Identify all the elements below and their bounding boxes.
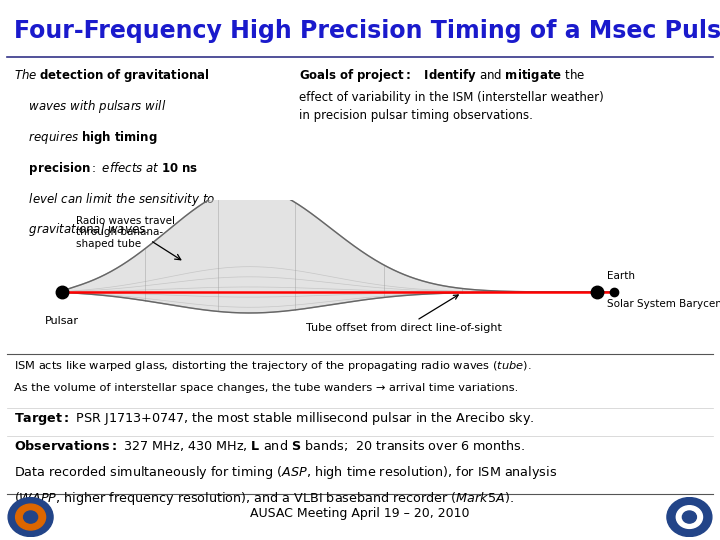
- Text: $\bf{Goals\ of\ project:}$   $\bf{Identify}$ and $\bf{mitigate}$ the
effect of v: $\bf{Goals\ of\ project:}$ $\bf{Identify…: [299, 68, 603, 123]
- Circle shape: [676, 505, 703, 528]
- Text: ($\it{WAPP}$, higher frequency resolution), and a VLBI baseband recorder ($\it{M: ($\it{WAPP}$, higher frequency resolutio…: [14, 490, 514, 507]
- Text: $\bf{precision}$$\it{:\ effects\ at\ }$$\bf{10\ ns}$: $\bf{precision}$$\it{:\ effects\ at\ }$$…: [14, 160, 199, 177]
- Circle shape: [667, 498, 712, 537]
- Text: $\bf{\it{waves\ with\ pulsars\ will}}$: $\bf{\it{waves\ with\ pulsars\ will}}$: [14, 98, 166, 115]
- Text: Earth: Earth: [607, 271, 635, 281]
- Text: $\bf{Observations:}$ 327 MHz, 430 MHz, $\bf{L}$ and $\bf{S}$ bands;  20 transits: $\bf{Observations:}$ 327 MHz, 430 MHz, $…: [14, 438, 526, 454]
- Circle shape: [8, 498, 53, 537]
- Text: $\bf{Target:}$ PSR J1713+0747, the most stable millisecond pulsar in the Arecibo: $\bf{Target:}$ PSR J1713+0747, the most …: [14, 410, 535, 427]
- Text: Radio waves travel
through banana-
shaped tube: Radio waves travel through banana- shape…: [76, 215, 175, 249]
- Text: Tube offset from direct line-of-sight: Tube offset from direct line-of-sight: [306, 295, 502, 333]
- Text: $\it{requires}$ $\bf{high\ timing}$: $\it{requires}$ $\bf{high\ timing}$: [14, 129, 158, 146]
- Text: $\it{level\ can\ limit\ the\ sensitivity\ to}$: $\it{level\ can\ limit\ the\ sensitivity…: [14, 191, 216, 207]
- Text: $\it{gravitational\ waves.}$: $\it{gravitational\ waves.}$: [14, 221, 149, 238]
- Circle shape: [16, 504, 45, 530]
- Text: Four-Frequency High Precision Timing of a Msec Pulsar: Four-Frequency High Precision Timing of …: [14, 19, 720, 43]
- Text: Pulsar: Pulsar: [45, 315, 79, 326]
- Text: AUSAC Meeting April 19 – 20, 2010: AUSAC Meeting April 19 – 20, 2010: [251, 507, 469, 519]
- Text: ISM acts like warped glass, distorting the trajectory of the propagating radio w: ISM acts like warped glass, distorting t…: [14, 359, 532, 373]
- Text: Data recorded simultaneously for timing ($\it{ASP}$, high time resolution), for : Data recorded simultaneously for timing …: [14, 464, 557, 481]
- Circle shape: [683, 511, 696, 523]
- Text: As the volume of interstellar space changes, the tube wanders → arrival time var: As the volume of interstellar space chan…: [14, 383, 518, 394]
- Text: Solar System Barycentre: Solar System Barycentre: [607, 299, 720, 309]
- Text: Tube size: Tube size: [0, 539, 1, 540]
- Circle shape: [24, 511, 37, 523]
- Text: $\it{The}$ $\bf{detection\ of\ gravitational}$: $\it{The}$ $\bf{detection\ of\ gravitati…: [14, 68, 210, 84]
- Polygon shape: [62, 187, 617, 313]
